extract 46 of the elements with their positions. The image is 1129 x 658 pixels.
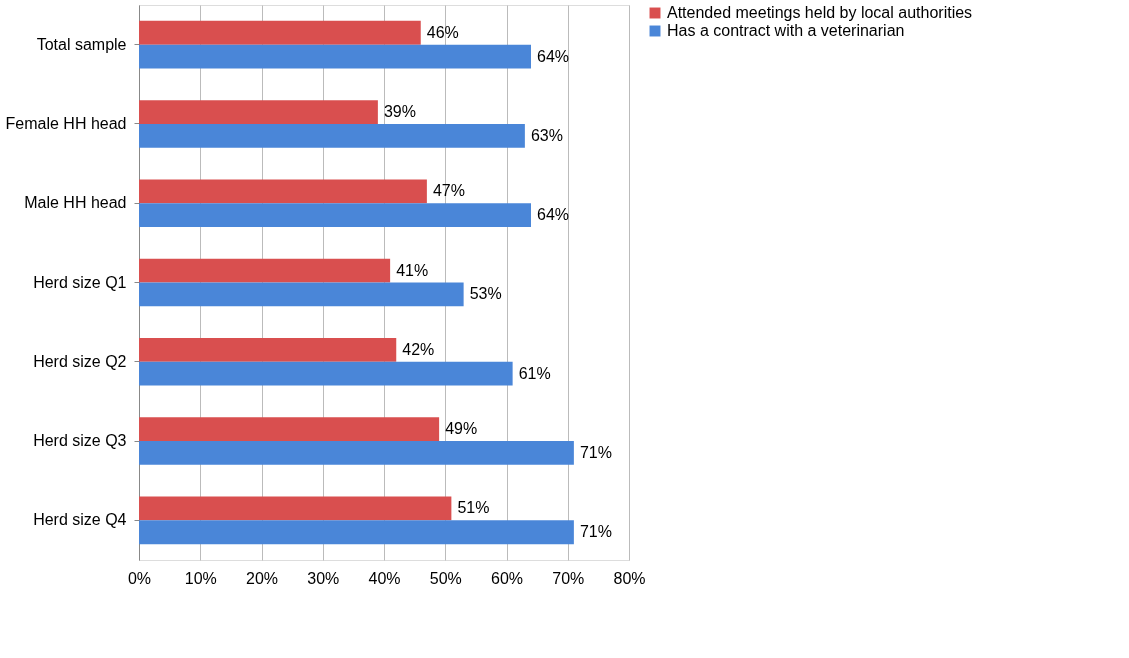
data-label: 46%: [426, 23, 459, 41]
bar: [139, 179, 427, 204]
x-tick-label: 40%: [368, 569, 401, 587]
x-tick-label: 80%: [613, 569, 646, 587]
bar: [139, 20, 421, 45]
y-tick-label: Herd size Q1: [33, 273, 127, 291]
data-label: 71%: [579, 443, 612, 461]
x-tick-label: 10%: [184, 569, 217, 587]
bar: [139, 258, 391, 283]
bar: [139, 361, 513, 386]
data-label: 63%: [530, 126, 563, 144]
legend-label: Has a contract with a veterinarian: [667, 22, 905, 39]
y-tick-label: Female HH head: [5, 114, 127, 132]
data-label: 61%: [518, 364, 551, 382]
bar: [139, 282, 464, 307]
data-label: 41%: [396, 261, 429, 279]
bar: [139, 123, 525, 148]
bar: [139, 338, 397, 362]
data-label: 51%: [457, 499, 490, 517]
y-tick-label: Total sample: [36, 35, 127, 53]
x-tick-label: 60%: [490, 569, 524, 587]
y-tick-label: Male HH head: [24, 194, 127, 212]
bar: [139, 203, 531, 227]
data-label: 64%: [537, 206, 570, 224]
y-tick-label: Herd size Q4: [33, 511, 127, 529]
data-label: 71%: [579, 523, 612, 541]
y-tick-label: Herd size Q2: [33, 352, 127, 370]
data-label: 42%: [402, 340, 435, 358]
x-tick-label: 30%: [307, 569, 340, 587]
data-label: 53%: [469, 285, 502, 303]
bar: [139, 100, 378, 124]
bar: [139, 441, 574, 465]
data-label: 39%: [383, 103, 416, 121]
x-tick-label: 20%: [245, 569, 279, 587]
data-label: 64%: [537, 47, 570, 65]
bar: [139, 496, 452, 521]
x-tick-label: 0%: [127, 569, 152, 587]
bar: [139, 417, 440, 442]
x-tick-label: 50%: [429, 569, 462, 587]
data-label: 47%: [432, 182, 465, 200]
bar: [139, 44, 531, 69]
bar: [139, 520, 574, 545]
data-label: 49%: [445, 420, 478, 438]
y-tick-label: Herd size Q3: [33, 432, 127, 450]
legend-label: Attended meetings held by local authorities: [667, 4, 973, 21]
x-tick-label: 70%: [552, 569, 585, 587]
